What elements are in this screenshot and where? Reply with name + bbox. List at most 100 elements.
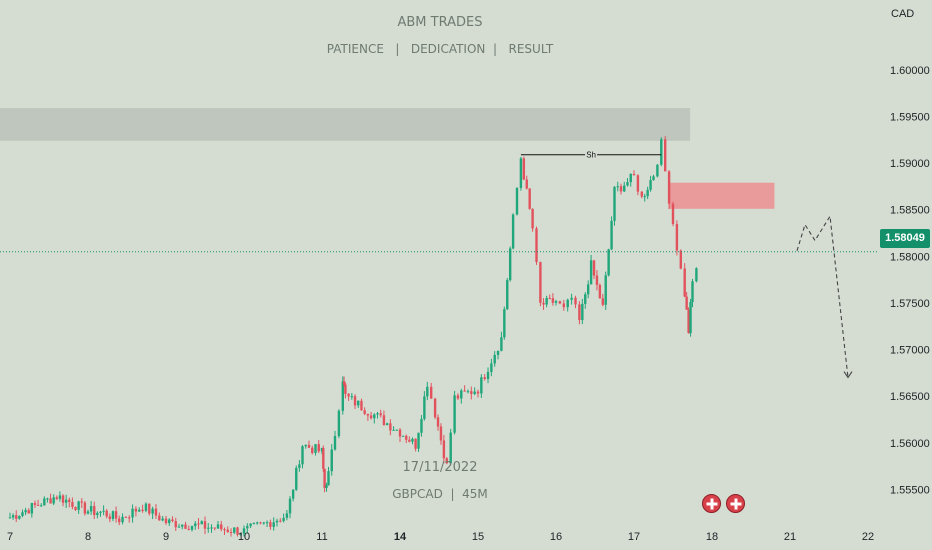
candle-up [18,515,21,519]
candle-down [685,296,688,310]
candle-up [646,189,649,197]
candle-down [203,521,207,529]
candle-up [190,526,194,530]
candle-up [330,449,333,472]
candle-down [71,502,74,507]
candle-up [43,498,46,506]
candle-up [239,533,242,535]
candle-down [382,415,386,426]
candle-down [436,417,440,427]
candle-up [581,303,584,321]
candle-down [433,398,437,418]
candle-down [562,303,565,308]
candle-down [105,510,108,517]
candle-down [171,519,174,522]
candle-down [598,284,602,299]
candle-down [279,520,282,522]
candle-down [353,396,357,406]
candle-down [360,400,363,411]
candle-up [545,298,548,305]
candle-down [259,522,262,524]
candle-down [15,515,18,519]
candle-up [515,187,519,215]
time-tick-label: 10 [238,531,250,543]
candle-up [121,516,124,523]
candle-down [154,508,158,516]
candle-down [197,523,200,525]
projection-arrow [796,214,849,378]
candle-down [322,447,325,469]
candle-up [411,438,414,442]
candle-down [134,508,138,512]
candle-up [272,522,275,527]
candle-down [379,413,382,416]
candle-up [99,511,102,513]
candle-down [592,260,596,276]
candle-up [11,515,15,518]
candle-up [194,523,197,527]
candle-down [408,439,411,442]
candle-up [660,139,663,165]
watermark-title: ABM TRADES [397,15,483,30]
price-tick-label: 1.60000 [890,65,930,77]
candle-down [118,518,121,523]
candle-up [40,505,43,507]
uk-flag-icon[interactable] [702,494,721,513]
candle-down [80,501,83,503]
candle-down [595,275,599,285]
currency-label: CAD [891,8,915,20]
price-tick-label: 1.58500 [890,205,930,217]
candle-up [629,173,632,183]
candle-up [493,354,496,364]
candle-down [470,391,473,394]
candle-up [8,517,12,519]
candle-down [542,302,545,305]
candle-down [619,186,623,192]
projection-arrowhead [843,371,853,379]
time-tick-label: 14 [394,531,407,543]
candle-up [288,498,292,514]
price-tick-label: 1.56500 [890,391,930,403]
candle-up [320,447,324,452]
candle-up [426,386,429,397]
candle-down [158,515,161,521]
candle-up [138,509,141,512]
candle-up [490,363,493,372]
candle-up [102,510,105,512]
candle-down [483,377,486,379]
candle-down [93,506,96,516]
candle-down [430,386,433,399]
candle-down [632,173,636,176]
candle-down [74,506,77,510]
uk-flag-icon[interactable] [726,494,745,513]
candle-down [68,499,71,503]
candle-down [128,517,131,519]
candle-up [304,444,307,447]
candle-down [369,415,373,419]
candle-down [141,509,144,511]
candle-up [89,506,93,512]
candle-up [341,381,344,411]
time-tick-label: 9 [163,531,169,543]
candle-down [307,444,311,448]
candle-up [21,512,24,516]
candle-down [36,504,40,506]
candle-up [610,220,613,250]
candle-up [168,519,171,524]
candle-down [220,524,223,530]
candle-up [466,391,470,393]
candle-down [675,224,679,251]
swing-high-label-bg [585,149,598,160]
candle-down [442,440,446,459]
candle-down [531,208,534,229]
candle-down [49,498,52,504]
candle-up [252,522,256,524]
candle-down [539,262,542,303]
candle-down [229,532,233,534]
candle-up [96,512,99,516]
candle-down [269,522,272,527]
candle-down [687,309,690,334]
candle-down [223,529,226,531]
